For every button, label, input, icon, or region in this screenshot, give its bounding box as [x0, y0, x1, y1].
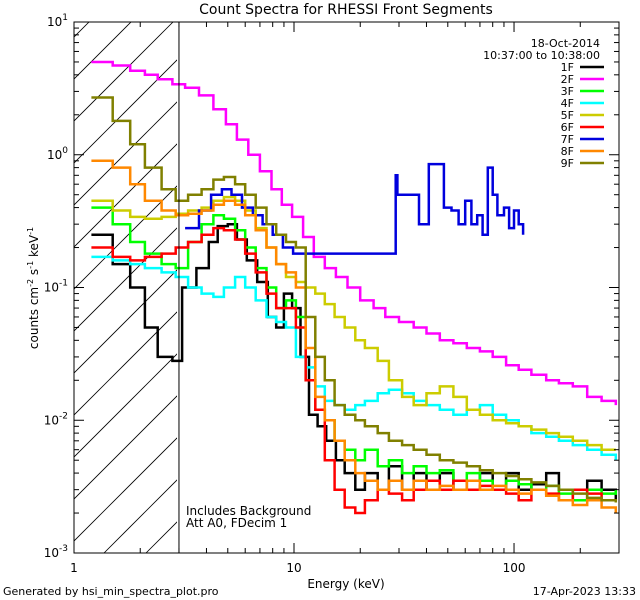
hatch-line — [74, 185, 177, 290]
timestamp-label: 17-Apr-2023 13:33 — [533, 585, 636, 598]
legend-label-6f: 6F — [561, 121, 574, 134]
y-tick-label: 10-1 — [44, 279, 68, 295]
x-tick-label: 1 — [70, 561, 78, 575]
x-tick-label: 100 — [503, 561, 526, 575]
legend-label-4f: 4F — [561, 97, 574, 110]
y-tick-label: 10-2 — [44, 411, 68, 427]
hatch-line — [74, 395, 177, 500]
legend-label-7f: 7F — [561, 133, 574, 146]
hatch-line — [74, 22, 90, 38]
legend-label-3f: 3F — [561, 85, 574, 98]
series-line-9f — [91, 96, 618, 503]
series-line-6f — [91, 226, 616, 515]
chart-title: Count Spectra for RHESSI Front Segments — [199, 2, 493, 18]
series-line-3f — [91, 206, 618, 502]
y-axis-label: counts cm-2 s-1 keV-1 — [26, 227, 41, 349]
series-line-8f — [91, 159, 618, 513]
hatch-line — [272, 0, 640, 553]
legend-label-2f: 2F — [561, 73, 574, 86]
legend-label-8f: 8F — [561, 145, 574, 158]
annotation-attenuator: Att A0, FDecim 1 — [186, 516, 287, 530]
y-tick-label: 100 — [47, 146, 68, 162]
generated-by-label: Generated by hsi_min_spectra_plot.pro — [3, 585, 219, 598]
date-label: 18-Oct-2014 — [531, 37, 600, 50]
legend-label-9f: 9F — [561, 157, 574, 170]
annotation-background: Includes Background — [186, 504, 311, 518]
hatch-line — [74, 353, 177, 458]
series-line-5f — [91, 195, 616, 451]
x-tick-label: 10 — [286, 561, 301, 575]
legend-label-5f: 5F — [561, 109, 574, 122]
series-line-1f — [91, 222, 618, 502]
hatch-line — [74, 227, 177, 332]
hatch-line — [74, 101, 177, 206]
y-tick-label: 10-3 — [44, 544, 68, 560]
hatch-line — [74, 22, 174, 122]
hatch-line — [74, 22, 132, 80]
excluded-energy-hatch — [0, 0, 640, 553]
legend-label-1f: 1F — [561, 61, 574, 74]
time-range-label: 10:37:00 to 10:38:00 — [483, 49, 600, 62]
x-axis-label: Energy (keV) — [307, 577, 384, 591]
series-line-2f — [91, 60, 618, 406]
y-tick-label: 101 — [47, 13, 68, 29]
hatch-line — [74, 437, 177, 542]
hatch-line — [74, 311, 177, 416]
hatch-line — [0, 0, 116, 553]
